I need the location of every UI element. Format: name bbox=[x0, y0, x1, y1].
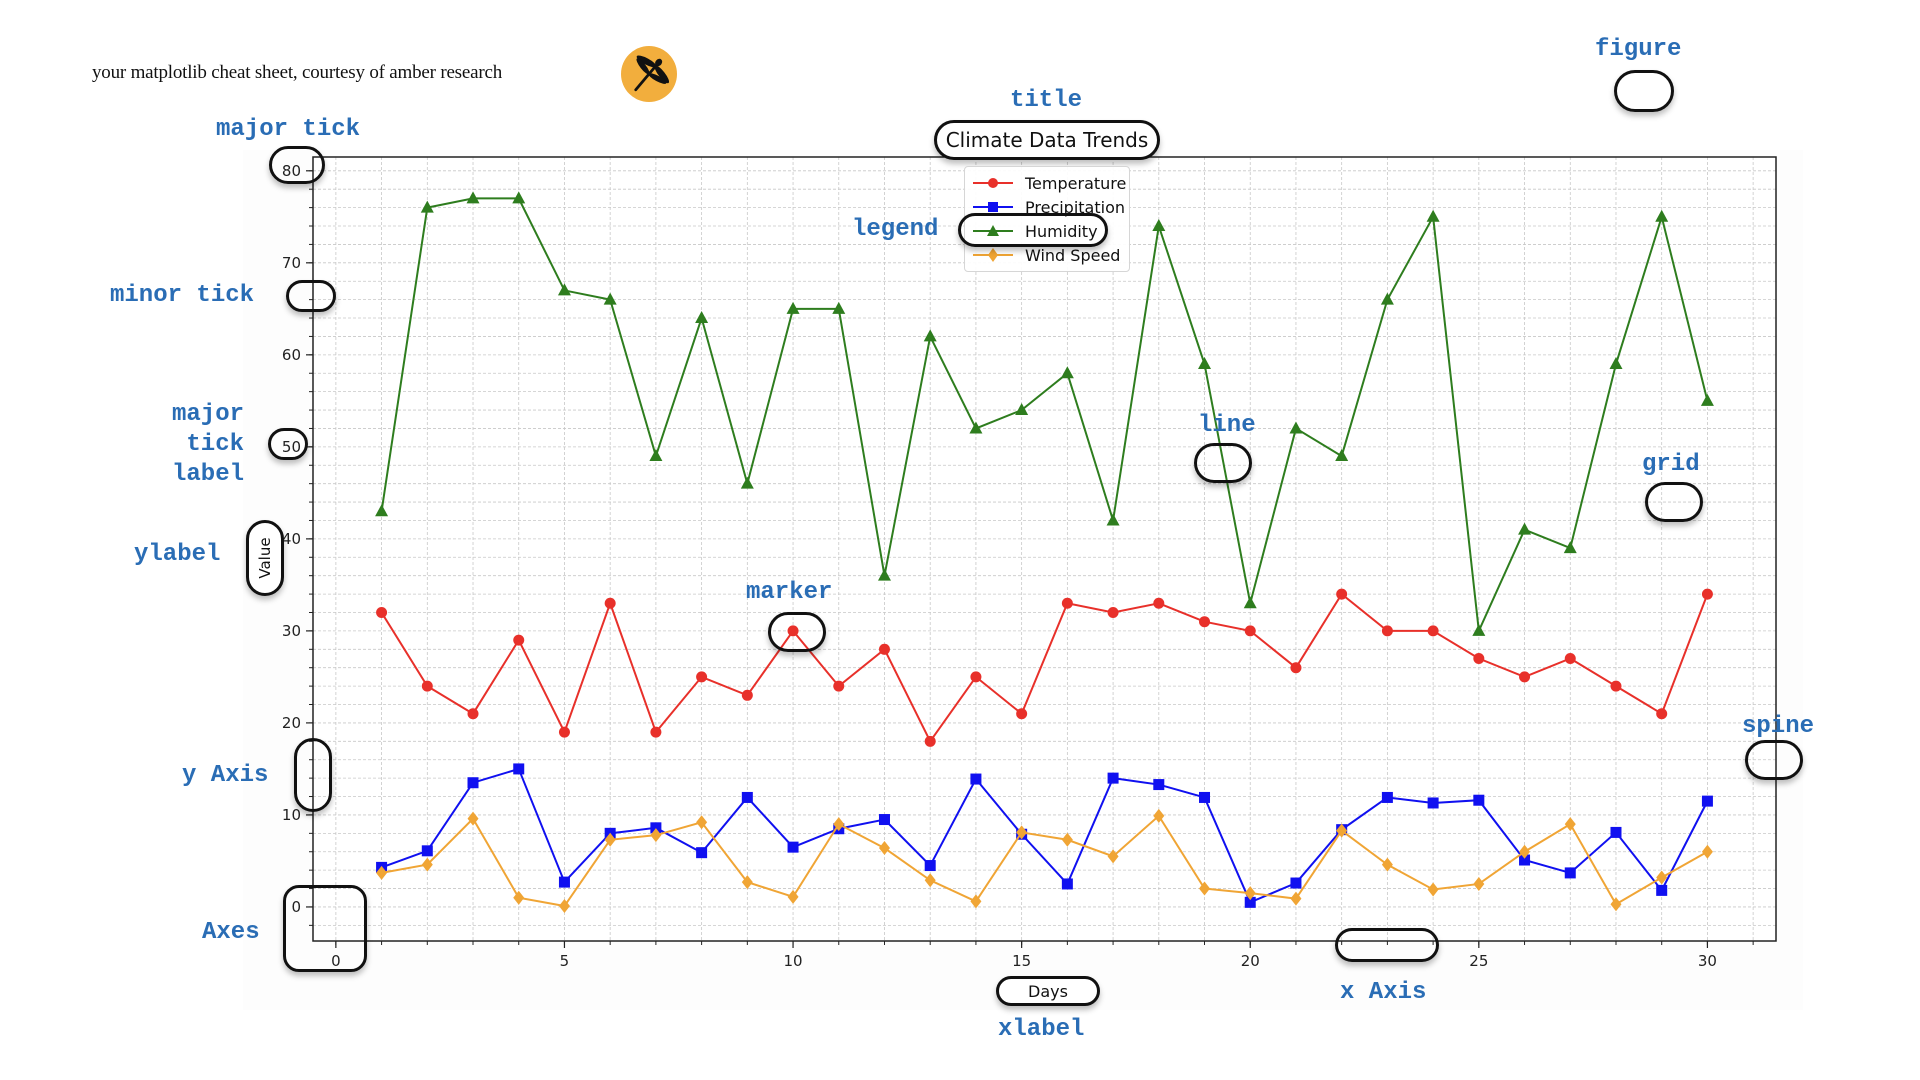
annotation-grid: grid bbox=[1642, 451, 1700, 478]
legend-label: Wind Speed bbox=[1025, 245, 1121, 265]
series-humidity bbox=[375, 191, 1714, 636]
y-tick-label: 0 bbox=[291, 898, 301, 916]
legend-item-humidity: Humidity bbox=[971, 219, 1098, 243]
x-tick-label: 15 bbox=[1012, 952, 1031, 970]
callout-figure bbox=[1614, 70, 1674, 112]
legend-item-temperature: Temperature bbox=[971, 171, 1126, 195]
y-tick-label: 70 bbox=[282, 254, 301, 272]
series-temperature bbox=[376, 588, 1713, 747]
legend-item-precipitation: Precipitation bbox=[971, 195, 1125, 219]
annotation-title: title bbox=[1010, 87, 1083, 114]
x-tick-label: 0 bbox=[331, 952, 341, 970]
legend-label: Temperature bbox=[1025, 173, 1127, 193]
x-tick-label: 10 bbox=[784, 952, 803, 970]
x-tick-label: 20 bbox=[1241, 952, 1260, 970]
legend-item-wind-speed: Wind Speed bbox=[971, 243, 1120, 267]
y-tick-label: 40 bbox=[282, 530, 301, 548]
legend-label: Precipitation bbox=[1025, 197, 1126, 217]
callout-grid bbox=[1645, 482, 1703, 522]
annotation-minor-tick: minor tick bbox=[110, 282, 255, 309]
callout-legend-entry bbox=[958, 213, 1108, 247]
annotation-major-tick-label: major tick label bbox=[172, 401, 245, 488]
dragonfly-icon bbox=[621, 46, 677, 102]
annotation-figure: figure bbox=[1595, 36, 1682, 63]
annotation-y-axis: y Axis bbox=[182, 762, 269, 789]
circle-marker-icon bbox=[973, 178, 1013, 188]
annotation-x-axis: x Axis bbox=[1340, 979, 1427, 1006]
callout-y-axis bbox=[294, 738, 332, 812]
annotation-axes: Axes bbox=[202, 919, 260, 946]
data-series bbox=[375, 191, 1714, 914]
y-tick-label: 10 bbox=[282, 806, 301, 824]
x-tick-label: 25 bbox=[1469, 952, 1488, 970]
callout-marker bbox=[768, 612, 826, 652]
annotation-major-tick: major tick bbox=[216, 116, 361, 143]
annotation-ylabel: ylabel bbox=[134, 541, 221, 568]
annotation-spine: spine bbox=[1742, 713, 1815, 740]
x-tick-label: 5 bbox=[560, 952, 570, 970]
x-tick-label: 30 bbox=[1698, 952, 1717, 970]
cheat-sheet-header: your matplotlib cheat sheet, courtesy of… bbox=[92, 62, 502, 83]
annotation-marker: marker bbox=[746, 579, 833, 606]
callout-axes bbox=[283, 885, 367, 972]
y-axis-label: Value bbox=[256, 537, 274, 579]
axes-area bbox=[313, 157, 1776, 941]
grid bbox=[313, 157, 1776, 941]
y-tick-label: 20 bbox=[282, 714, 301, 732]
callout-major-tick-label bbox=[268, 428, 308, 460]
callout-line bbox=[1194, 443, 1252, 483]
x-axis-label: Days bbox=[996, 976, 1100, 1006]
series-wind-speed bbox=[376, 808, 1713, 914]
legend-label: Humidity bbox=[1025, 221, 1098, 241]
callout-x-axis bbox=[1335, 928, 1439, 962]
annotation-line: line bbox=[1198, 412, 1256, 439]
square-marker-icon bbox=[973, 202, 1013, 212]
callout-major-tick bbox=[269, 146, 325, 184]
y-tick-label: 30 bbox=[282, 622, 301, 640]
diamond-marker-icon bbox=[973, 248, 1013, 262]
chart-title: Climate Data Trends bbox=[934, 120, 1160, 160]
y-axis-label-box: Value bbox=[246, 520, 284, 596]
annotation-legend: legend bbox=[852, 216, 939, 243]
callout-spine bbox=[1745, 740, 1803, 780]
callout-minor-tick bbox=[286, 280, 336, 312]
triangle-marker-icon bbox=[973, 225, 1013, 236]
annotation-xlabel: xlabel bbox=[998, 1016, 1085, 1043]
y-tick-label: 60 bbox=[282, 346, 301, 364]
